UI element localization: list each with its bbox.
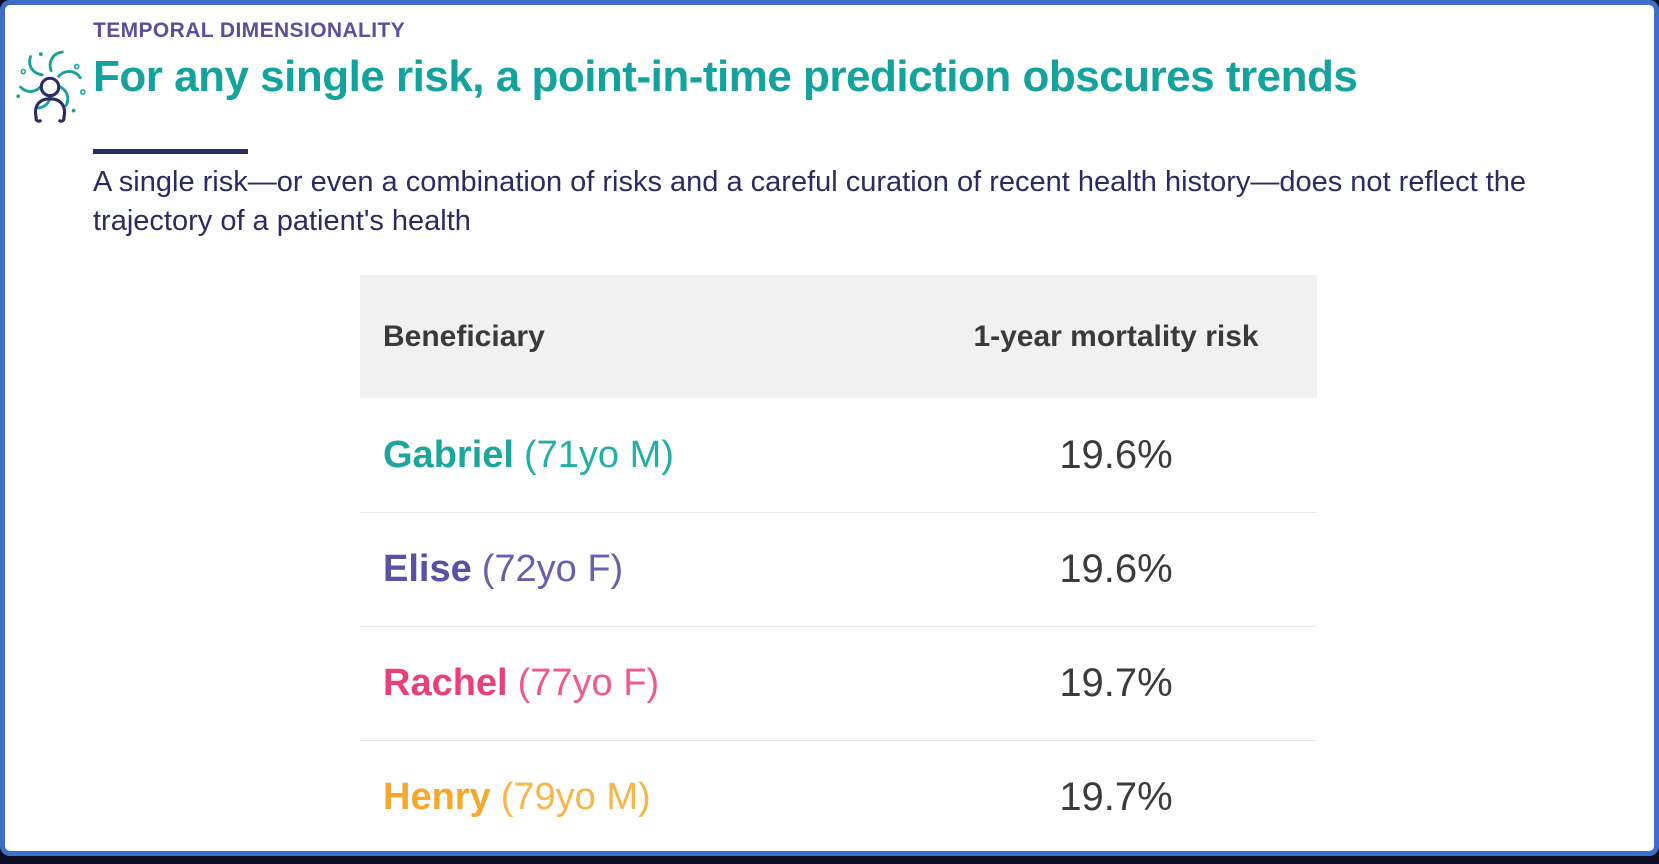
table-row: Rachel (77yo F) 19.7% [360, 626, 1317, 740]
beneficiary-table: Beneficiary 1-year mortality risk Gabrie… [360, 275, 1317, 854]
mortality-risk-value: 19.6% [1059, 432, 1173, 477]
beneficiary-cell: Elise (72yo F) [360, 548, 915, 591]
eyebrow-label: TEMPORAL DIMENSIONALITY [93, 19, 406, 42]
slide-subtitle: A single risk—or even a combination of r… [93, 166, 1527, 237]
table-row: Gabriel (71yo M) 19.6% [360, 398, 1317, 512]
mortality-risk-value: 19.7% [1059, 661, 1173, 705]
beneficiary-age-sex: (71yo M) [523, 433, 674, 476]
table-row: Henry (79yo M) 19.7% [360, 740, 1317, 854]
beneficiary-age-sex: (77yo F) [517, 662, 660, 704]
table-header-row: Beneficiary 1-year mortality risk [360, 275, 1317, 398]
table-body: Gabriel (71yo M) 19.6% Elise (72yo F) 19.6… [360, 398, 1317, 854]
table-row: Elise (72yo F) 19.6% [360, 512, 1317, 626]
title-underline-rule [93, 149, 248, 154]
beneficiary-age-sex: (72yo F) [481, 548, 624, 590]
column-header-beneficiary: Beneficiary [383, 319, 545, 353]
beneficiary-cell: Rachel (77yo F) [360, 662, 915, 705]
beneficiary-cell: Gabriel (71yo M) [360, 434, 915, 477]
beneficiary-name: Gabriel [383, 433, 514, 476]
column-header-mortality-risk: 1-year mortality risk [973, 319, 1259, 353]
person-dandelion-icon [16, 50, 86, 123]
beneficiary-name: Henry [383, 776, 491, 818]
beneficiary-cell: Henry (79yo M) [360, 776, 915, 819]
mortality-risk-value: 19.6% [1059, 547, 1173, 591]
mortality-risk-value: 19.7% [1059, 775, 1173, 819]
beneficiary-name: Elise [383, 548, 472, 590]
beneficiary-name: Rachel [383, 662, 508, 704]
slide-title: For any single risk, a point-in-time pre… [93, 52, 1358, 101]
beneficiary-age-sex: (79yo M) [500, 776, 651, 818]
